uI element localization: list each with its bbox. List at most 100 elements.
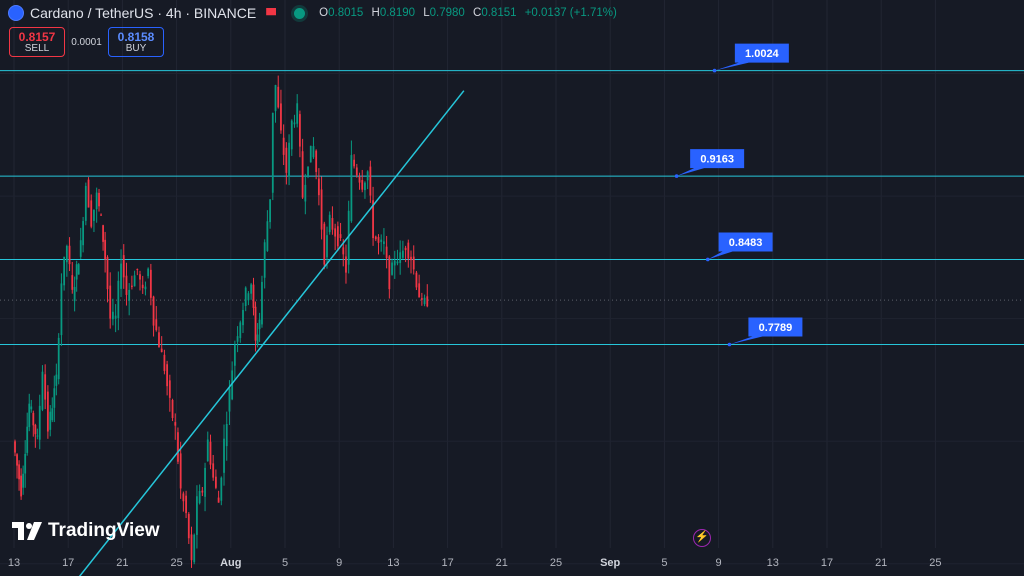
- candle-body: [404, 247, 407, 251]
- candle-body: [174, 422, 177, 426]
- candle-body: [20, 475, 23, 497]
- candle-body: [244, 287, 247, 306]
- candle-body: [30, 406, 33, 410]
- x-tick-label: 17: [441, 557, 454, 569]
- candle-body: [36, 435, 39, 437]
- candle-body: [168, 380, 171, 398]
- price-label-text: 1.0024: [745, 48, 780, 60]
- candle-body: [51, 408, 54, 421]
- candle-body: [144, 286, 147, 290]
- candle-body: [117, 280, 120, 318]
- candle-body: [412, 256, 415, 270]
- candle-body: [274, 85, 277, 112]
- x-tick-label: 17: [820, 557, 834, 569]
- tradingview-icon: [12, 522, 42, 540]
- price-label-text: 0.8483: [729, 237, 763, 249]
- candle-body: [393, 260, 396, 266]
- candle-body: [71, 275, 74, 290]
- candle-body: [185, 495, 187, 514]
- buy-button[interactable]: 0.8158 BUY: [108, 27, 164, 57]
- candle-body: [269, 199, 271, 223]
- candle-body: [231, 370, 234, 400]
- chart-header: Cardano / TetherUS · 4h · BINANCE O0.801…: [8, 4, 622, 22]
- candle-body: [233, 345, 236, 366]
- candle-body: [328, 214, 331, 233]
- candle-body: [68, 245, 71, 265]
- candle-body: [177, 432, 179, 462]
- candle-body: [223, 438, 225, 473]
- candle-body: [112, 311, 114, 320]
- candle-body: [309, 145, 312, 163]
- x-tick-label: 13: [387, 557, 400, 569]
- candle-body: [125, 275, 128, 295]
- candle-body: [342, 247, 345, 255]
- candle-body: [293, 122, 296, 125]
- candle-body: [366, 171, 369, 181]
- candle-body: [24, 453, 27, 474]
- symbol-title[interactable]: Cardano / TetherUS · 4h · BINANCE: [30, 5, 257, 21]
- candle-body: [361, 180, 364, 190]
- candle-body: [336, 226, 339, 247]
- sell-button[interactable]: 0.8157 SELL: [9, 27, 65, 57]
- candle-body: [201, 490, 204, 493]
- candle-body: [358, 176, 361, 183]
- candle-body: [347, 210, 350, 265]
- candle-body: [95, 192, 98, 210]
- ohlc-values: O0.8015 H0.8190 L0.7980 C0.8151 +0.0137 …: [319, 7, 617, 19]
- candle-body: [263, 242, 266, 278]
- candle-body: [401, 250, 404, 258]
- candle-body: [254, 306, 257, 341]
- candle-body: [93, 209, 95, 221]
- price-label-anchor: [705, 257, 710, 262]
- candle-body: [326, 235, 328, 258]
- candle-body: [22, 473, 25, 488]
- candle-body: [258, 319, 261, 330]
- flag-icon[interactable]: [266, 7, 277, 16]
- candle-body: [388, 256, 391, 290]
- candle-body: [152, 296, 155, 326]
- price-label-callout: [714, 43, 789, 71]
- candle-body: [160, 348, 163, 353]
- market-status-icon: [294, 7, 306, 19]
- x-tick-label: 9: [336, 557, 343, 569]
- x-tick-label: 17: [62, 557, 75, 569]
- candle-body: [282, 137, 285, 155]
- candle-body: [84, 185, 87, 221]
- price-label-text: 0.9163: [700, 154, 734, 166]
- candle-body: [102, 225, 104, 242]
- x-tick-label: 21: [875, 557, 888, 569]
- x-tick-label: Aug: [220, 557, 242, 569]
- cardano-icon: [8, 5, 24, 21]
- candle-body: [79, 240, 82, 257]
- lightning-icon[interactable]: ⚡: [693, 529, 711, 547]
- candle-body: [288, 142, 290, 177]
- x-tick-label: 21: [495, 557, 508, 569]
- candle-body: [38, 405, 41, 440]
- candle-body: [418, 283, 421, 298]
- candle-body: [122, 255, 125, 278]
- buy-label: BUY: [125, 43, 147, 54]
- candle-body: [399, 252, 402, 263]
- price-label-callout: [707, 232, 773, 260]
- candle-body: [163, 354, 166, 371]
- candle-body: [220, 477, 223, 501]
- candle-body: [209, 441, 212, 465]
- candle-body: [158, 332, 160, 348]
- candle-body: [266, 221, 269, 251]
- candle-body: [187, 513, 190, 539]
- candle-body: [353, 159, 356, 167]
- tradingview-logo[interactable]: TradingView: [12, 520, 160, 542]
- candle-body: [410, 256, 412, 261]
- candle-body: [57, 337, 60, 380]
- candle-body: [355, 167, 358, 176]
- candle-body: [426, 296, 429, 307]
- candle-body: [179, 453, 182, 489]
- candle-body: [14, 441, 16, 453]
- candle-body: [55, 374, 58, 386]
- candle-body: [247, 293, 250, 301]
- candle-body: [396, 261, 399, 264]
- candle-body: [212, 463, 215, 478]
- candle-body: [190, 534, 193, 561]
- candle-body: [106, 256, 109, 290]
